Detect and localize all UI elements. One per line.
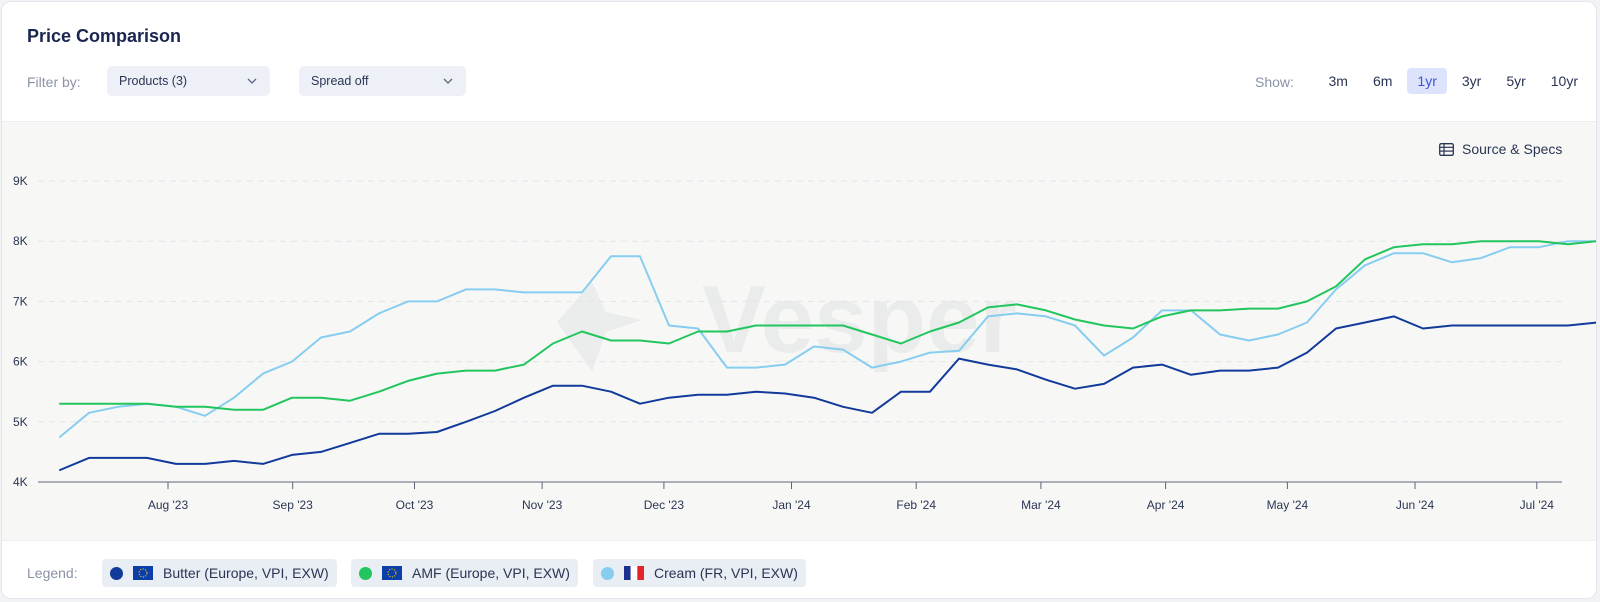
legend-label-butter: Butter (Europe, VPI, EXW) <box>163 565 329 581</box>
range-3yr[interactable]: 3yr <box>1461 73 1482 89</box>
x-tick-label: Jan '24 <box>772 498 811 512</box>
vesper-watermark: Vesper <box>557 266 1017 373</box>
source-specs-label: Source & Specs <box>1462 141 1563 157</box>
eu-flag-icon <box>133 566 153 580</box>
chevron-down-icon <box>443 78 453 84</box>
x-tick-label: Apr '24 <box>1147 498 1185 512</box>
x-tick-label: May '24 <box>1267 498 1309 512</box>
x-tick-label: Mar '24 <box>1021 498 1061 512</box>
x-tick-label: Jun '24 <box>1396 498 1435 512</box>
legend-label-cream: Cream (FR, VPI, EXW) <box>654 565 798 581</box>
x-tick-label: Aug '23 <box>148 498 189 512</box>
legend-label-amf: AMF (Europe, VPI, EXW) <box>412 565 570 581</box>
range-10yr[interactable]: 10yr <box>1550 73 1578 89</box>
range-5yr[interactable]: 5yr <box>1506 73 1526 89</box>
table-icon <box>1439 142 1454 156</box>
line-chart: Vesper 4K 5K 6K 7K 8K 9K Aug '23 Sep '23 Oct '2… <box>13 174 1596 512</box>
series-line-amf <box>59 240 1596 411</box>
series-line-cream <box>59 240 1596 438</box>
y-tick-label: 9K <box>13 174 28 188</box>
x-tick-label: Sep '23 <box>273 498 314 512</box>
y-tick-label: 4K <box>13 475 28 489</box>
amf-dot <box>359 566 372 580</box>
x-tick-label: Dec '23 <box>644 498 685 512</box>
france-flag-icon <box>624 566 644 580</box>
legend-item-cream[interactable]: Cream (FR, VPI, EXW) <box>593 559 806 587</box>
range-1yr[interactable]: 1yr <box>1407 68 1447 94</box>
x-tick-label: Feb '24 <box>896 498 936 512</box>
y-tick-label: 8K <box>13 234 28 248</box>
spread-dropdown-value: Spread off <box>311 74 369 88</box>
legend-label: Legend: <box>27 565 78 581</box>
range-3m[interactable]: 3m <box>1328 73 1348 89</box>
source-specs-button[interactable]: Source & Specs <box>1439 141 1562 157</box>
products-dropdown[interactable]: Products (3) <box>107 66 270 96</box>
butter-dot <box>110 566 123 580</box>
y-tick-label: 6K <box>13 355 28 369</box>
x-tick-label: Oct '23 <box>396 498 434 512</box>
spread-dropdown[interactable]: Spread off <box>299 66 466 96</box>
series-line-butter <box>59 315 1596 471</box>
show-label: Show: <box>1255 74 1294 90</box>
filter-label: Filter by: <box>27 74 81 90</box>
y-tick-label: 5K <box>13 415 28 429</box>
range-selector: 3m 6m 1yr 3yr 5yr 10yr <box>1314 68 1589 94</box>
range-6m[interactable]: 6m <box>1372 73 1393 89</box>
page-title: Price Comparison <box>27 26 182 46</box>
cream-dot <box>601 566 614 580</box>
svg-text:Vesper: Vesper <box>702 266 1017 373</box>
plot-area <box>2 121 1596 541</box>
legend-item-amf[interactable]: AMF (Europe, VPI, EXW) <box>351 559 578 587</box>
legend-item-butter[interactable]: Butter (Europe, VPI, EXW) <box>102 559 337 587</box>
y-tick-label: 7K <box>13 294 28 308</box>
chevron-down-icon <box>247 78 257 84</box>
products-dropdown-value: Products (3) <box>119 74 188 88</box>
x-tick-label: Jul '24 <box>1520 498 1555 512</box>
eu-flag-icon <box>382 566 402 580</box>
x-tick-label: Nov '23 <box>522 498 563 512</box>
